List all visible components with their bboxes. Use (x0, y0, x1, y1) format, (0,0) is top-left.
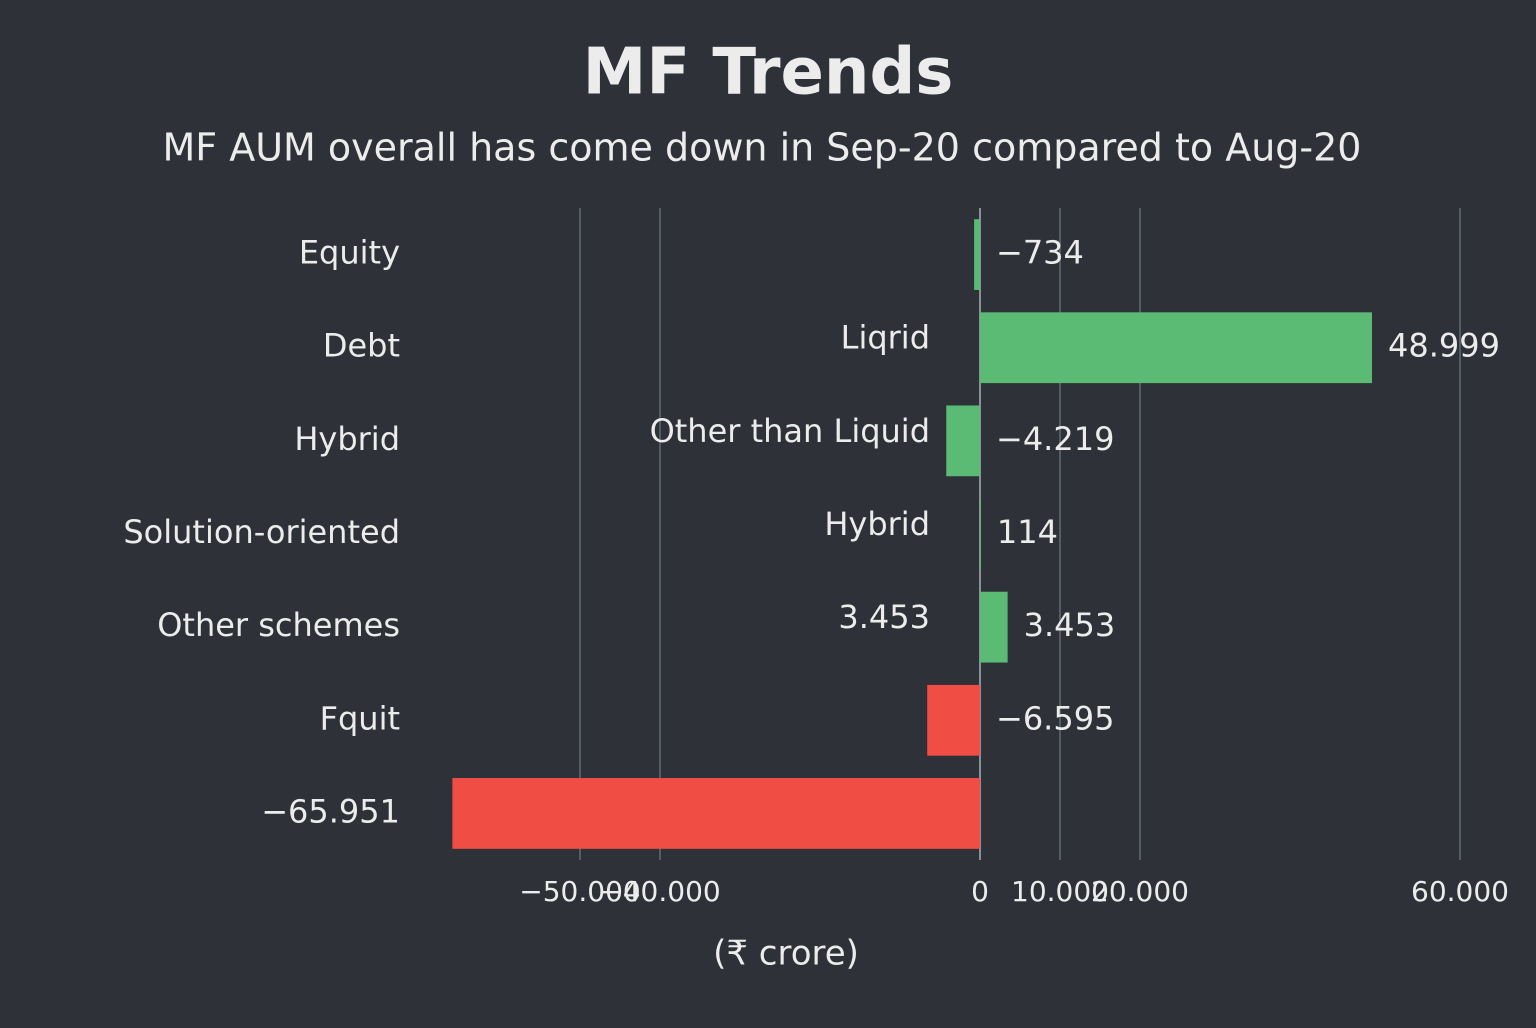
y-tick-label: Equity (299, 234, 400, 272)
sub-label: Other than Liquid (650, 412, 930, 450)
value-label: 3.453 (1024, 606, 1116, 644)
value-label: −734 (996, 234, 1084, 272)
bar (927, 684, 980, 756)
value-label: 114 (997, 513, 1058, 551)
y-tick-label: Debt (323, 327, 400, 365)
bar (946, 405, 980, 477)
x-tick-label: −50.000 (519, 875, 640, 908)
x-tick-label: −40.000 (599, 875, 720, 908)
sub-label: Hybrid (824, 505, 930, 543)
value-label: −4.219 (996, 420, 1114, 458)
y-tick-label: Other schemes (157, 606, 400, 644)
bar (980, 312, 1372, 384)
x-axis-label: (₹ crore) (713, 934, 859, 974)
bar (980, 498, 981, 570)
y-tick-label: −65.951 (261, 792, 400, 830)
x-tick-label: 0 (971, 875, 989, 908)
chart-title: MF Trends (583, 36, 954, 110)
x-tick-label: 10.000 (1011, 875, 1109, 908)
sub-label: Liqrid (841, 319, 930, 357)
x-tick-label: 60.000 (1411, 875, 1509, 908)
y-tick-label: Hybrid (294, 420, 400, 458)
sub-label: 3.453 (838, 598, 930, 636)
y-tick-label: Fquit (320, 699, 400, 737)
y-tick-label: Solution-oriented (123, 513, 400, 551)
bar (980, 591, 1008, 663)
x-tick-label: 20.000 (1091, 875, 1189, 908)
chart-subtitle: MF AUM overall has come down in Sep-20 c… (162, 126, 1361, 170)
bar (452, 778, 981, 849)
value-label: −6.595 (996, 699, 1114, 737)
bar (974, 219, 980, 290)
value-label: 48.999 (1388, 327, 1500, 365)
